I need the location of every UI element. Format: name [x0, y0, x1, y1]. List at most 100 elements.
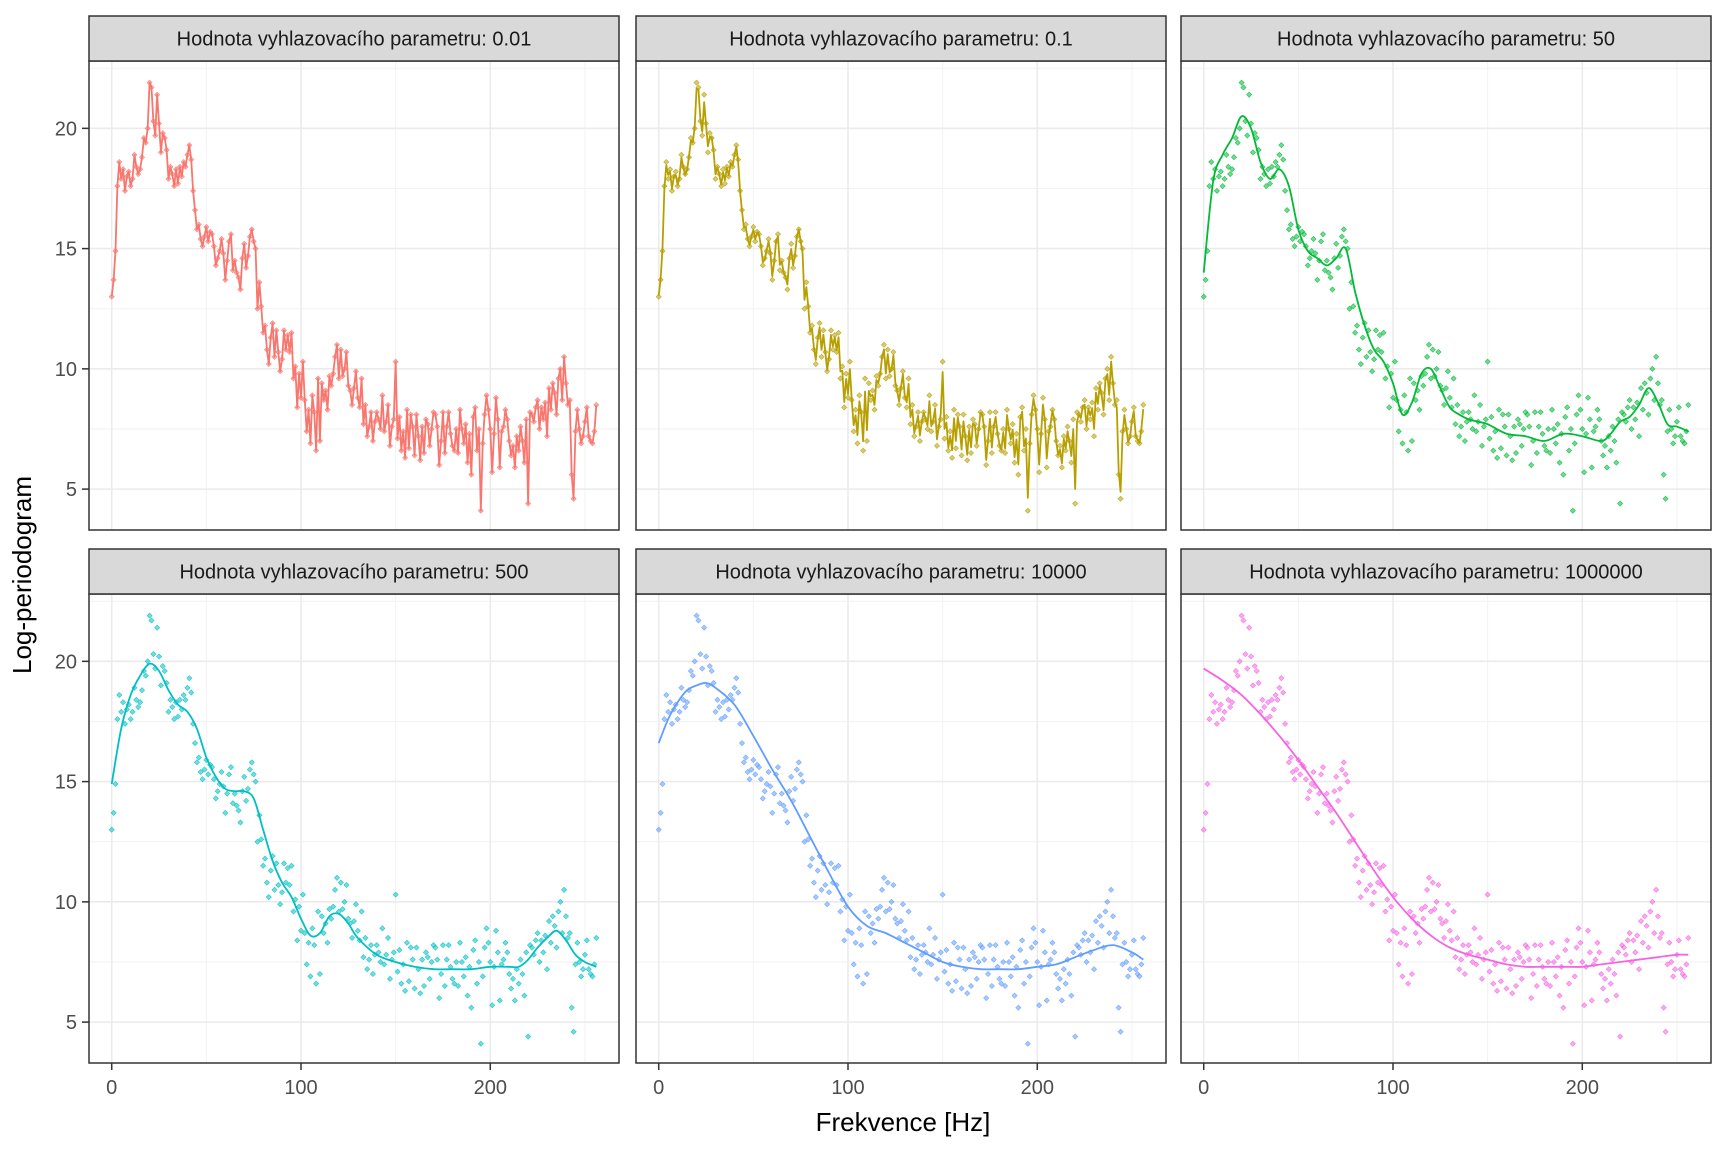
data-point — [1509, 990, 1516, 997]
data-point — [1528, 995, 1535, 1002]
data-point — [235, 807, 242, 814]
data-point — [419, 956, 426, 963]
data-point — [511, 997, 518, 1004]
data-point — [428, 958, 435, 966]
data-point — [1478, 975, 1485, 982]
data-point — [973, 975, 980, 982]
data-point — [576, 958, 583, 966]
data-point — [1221, 175, 1228, 182]
data-point — [332, 886, 339, 893]
data-point — [1442, 385, 1450, 392]
data-point — [1554, 954, 1561, 961]
data-point — [1501, 956, 1508, 963]
data-point — [1285, 226, 1292, 233]
data-point — [863, 970, 870, 978]
y-tick-label: 10 — [55, 359, 77, 381]
data-point — [1117, 495, 1124, 502]
panels: Hodnota vyhlazovacího parametru: 0.01 5 10… — [55, 15, 1712, 1099]
data-point — [915, 942, 922, 949]
panel-title: Hodnota vyhlazovacího parametru: 50 — [1277, 29, 1615, 51]
data-point — [750, 756, 757, 763]
data-point — [888, 898, 895, 905]
data-point — [1083, 425, 1090, 433]
data-point — [850, 428, 857, 435]
data-point — [1359, 334, 1366, 341]
data-point — [873, 373, 880, 380]
data-point — [222, 809, 229, 816]
data-point — [1338, 766, 1345, 773]
data-point — [1104, 365, 1111, 372]
data-point — [1630, 404, 1637, 411]
data-point — [767, 783, 774, 790]
data-point — [1333, 240, 1340, 247]
data-point — [788, 773, 795, 780]
data-point — [544, 966, 551, 973]
data-point — [752, 771, 759, 778]
data-point — [1484, 891, 1491, 898]
data-point — [1666, 406, 1673, 413]
data-point — [988, 983, 995, 990]
data-point — [1210, 708, 1217, 715]
data-point — [846, 891, 853, 898]
data-point — [1225, 696, 1232, 703]
data-point — [390, 949, 397, 956]
data-point — [1662, 1028, 1669, 1035]
data-point — [197, 768, 204, 776]
data-point — [1492, 428, 1499, 435]
data-point — [1588, 997, 1595, 1004]
data-point — [924, 425, 931, 433]
data-point — [956, 956, 963, 963]
data-point — [1590, 428, 1597, 435]
data-point — [574, 939, 581, 946]
data-point — [1206, 183, 1213, 190]
data-point — [1658, 930, 1665, 937]
data-point — [954, 944, 961, 951]
data-point — [1024, 1040, 1031, 1047]
data-point — [865, 380, 872, 387]
data-point — [844, 927, 852, 934]
data-point — [746, 776, 753, 783]
data-point — [1227, 171, 1234, 178]
data-point — [932, 934, 939, 941]
data-point — [678, 684, 685, 691]
data-point — [1236, 658, 1243, 665]
data-point — [1108, 886, 1115, 893]
data-point — [1670, 973, 1677, 980]
data-point — [1062, 980, 1069, 987]
data-point — [1410, 380, 1417, 387]
data-point — [1314, 809, 1321, 816]
data-point — [1607, 980, 1614, 987]
data-point — [945, 980, 952, 987]
data-point — [1249, 149, 1256, 156]
data-point — [905, 908, 912, 915]
data-point — [1291, 243, 1298, 250]
data-point — [1115, 1004, 1122, 1011]
data-point — [667, 699, 674, 706]
data-point — [1304, 795, 1311, 802]
data-point — [1420, 915, 1427, 922]
data-point — [903, 404, 910, 411]
data-point — [1265, 699, 1272, 706]
data-point — [171, 716, 178, 723]
data-point — [1096, 913, 1103, 920]
data-point — [1253, 134, 1260, 141]
data-point — [791, 785, 799, 792]
data-point — [1041, 949, 1048, 956]
data-point — [1371, 889, 1378, 896]
data-point — [1490, 980, 1497, 987]
data-point — [797, 771, 804, 778]
data-point — [1645, 944, 1652, 951]
data-point — [1289, 768, 1296, 776]
data-point — [1611, 970, 1618, 978]
data-point — [1581, 1002, 1588, 1009]
data-point — [470, 946, 477, 953]
data-point — [1132, 966, 1139, 973]
data-point — [1420, 382, 1427, 389]
data-point — [988, 450, 995, 457]
data-point — [1537, 942, 1544, 949]
data-point — [850, 961, 857, 968]
data-point — [360, 954, 367, 961]
data-point — [1015, 471, 1022, 478]
data-point — [468, 1004, 475, 1011]
data-point — [263, 879, 270, 886]
